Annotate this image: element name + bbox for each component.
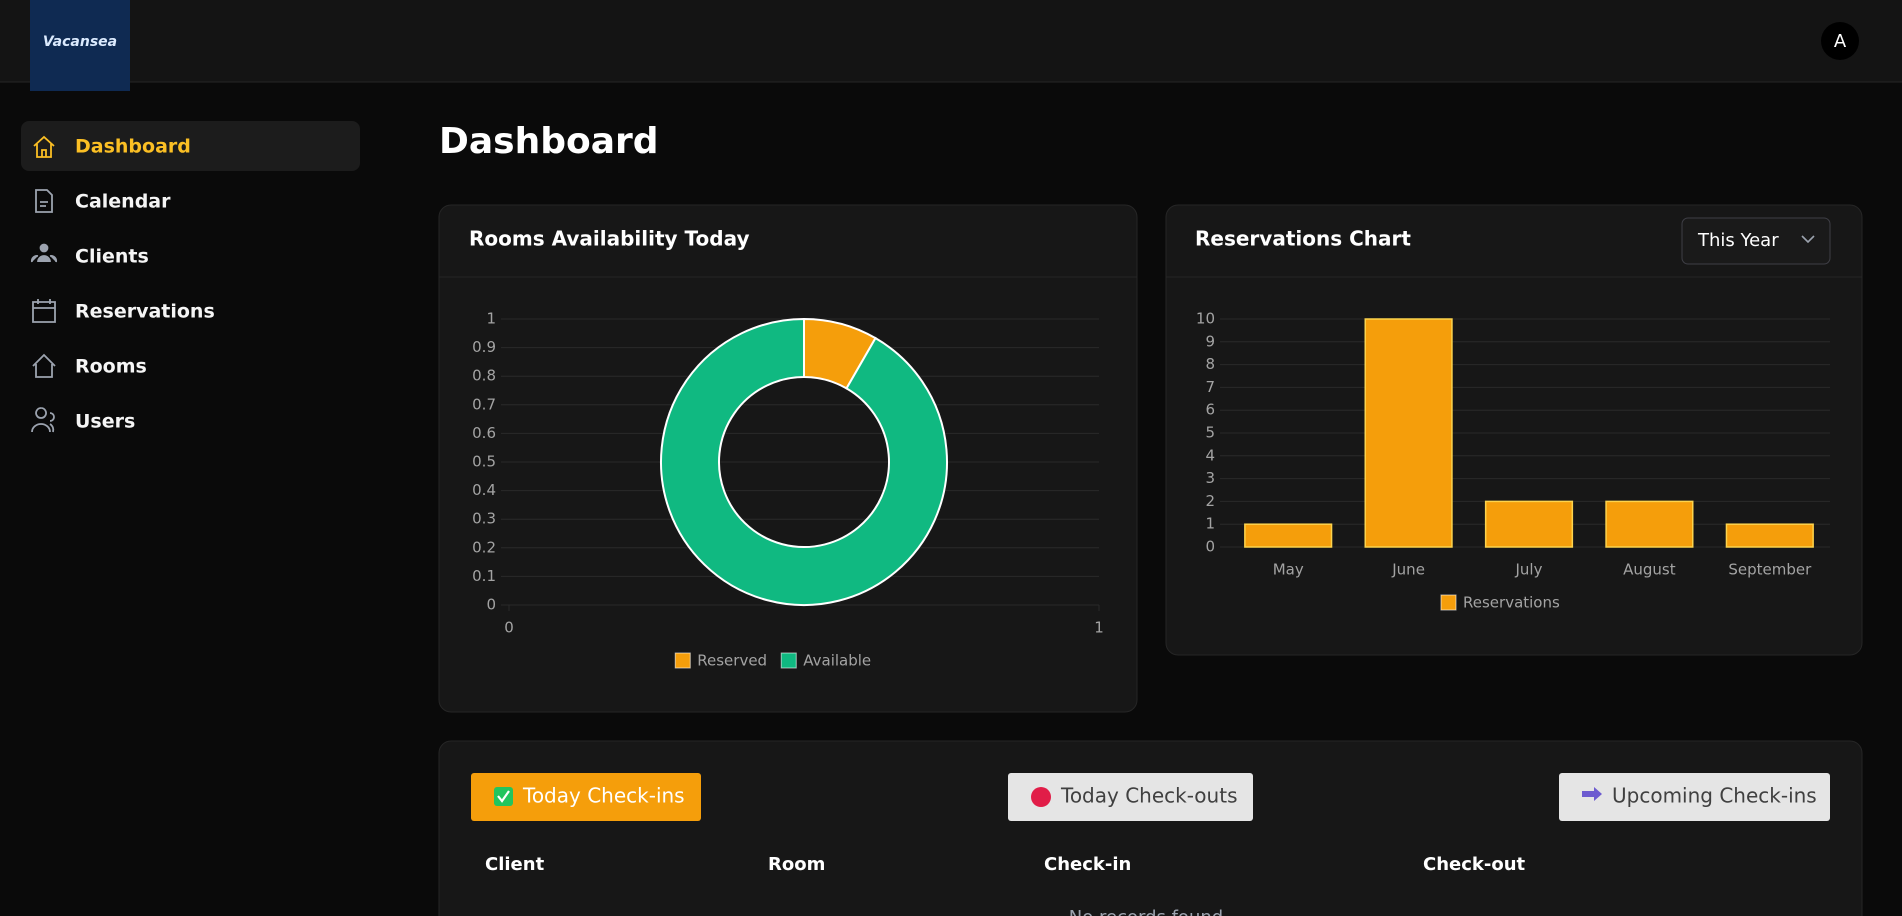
y-tick-label: 0.5: [472, 453, 496, 471]
top-bar: [0, 0, 1902, 82]
y-tick-label: 9: [1205, 332, 1215, 350]
y-tick-label: 0.7: [472, 395, 496, 413]
icon-home: [33, 135, 55, 158]
y-tick-label: 2: [1205, 492, 1215, 510]
icon-calendar: [32, 299, 56, 323]
column-header: Room: [768, 854, 825, 875]
x-tick-label: 1: [1094, 619, 1104, 637]
icon-clients: [31, 243, 57, 263]
y-tick-label: 4: [1205, 446, 1215, 464]
nav-item[interactable]: Reservations: [75, 301, 215, 323]
period-selector-label: This Year: [1697, 230, 1779, 251]
y-tick-label: 0.9: [472, 338, 496, 356]
y-tick-label: 0: [486, 596, 496, 614]
nav-item[interactable]: Users: [75, 411, 135, 433]
y-tick-label: 1: [1205, 515, 1215, 533]
y-tick-label: 0: [1205, 538, 1215, 556]
tab-label: Today Check-outs: [1060, 784, 1237, 808]
bar: [1484, 500, 1574, 548]
x-tick-label: 0: [504, 619, 514, 637]
legend-swatch: [1440, 594, 1457, 611]
nav-icons: [31, 135, 57, 433]
column-header: Check-in: [1044, 854, 1131, 875]
y-tick-label: 0.3: [472, 510, 496, 528]
y-tick-label: 7: [1205, 378, 1215, 396]
tab-checkins[interactable]: [471, 773, 701, 821]
chart-title: Reservations Chart: [1195, 227, 1411, 251]
bar: [1605, 500, 1694, 548]
x-tick-label: September: [1728, 561, 1812, 579]
y-tick-label: 0.8: [472, 367, 496, 385]
y-tick-label: 1: [486, 310, 496, 328]
y-tick-label: 3: [1205, 469, 1215, 487]
y-tick-label: 0.2: [472, 538, 496, 556]
column-header: Client: [485, 854, 545, 875]
nav-active-bg: [21, 121, 360, 171]
x-tick-label: July: [1515, 561, 1543, 579]
donut-slice: [660, 317, 948, 606]
y-tick-label: 0.6: [472, 424, 496, 442]
avatar[interactable]: [1821, 22, 1859, 60]
logo-box[interactable]: [30, 0, 130, 91]
icon-rooms: [32, 353, 56, 378]
icon-users: [31, 407, 55, 433]
nav-item[interactable]: Calendar: [75, 191, 171, 213]
dot-icon: [1031, 787, 1051, 807]
check-icon: [494, 787, 513, 806]
period-selector[interactable]: [1681, 217, 1831, 265]
legend-label: Reserved: [697, 652, 767, 670]
x-tick-label: May: [1273, 561, 1304, 579]
table-card: [438, 740, 1863, 916]
card: [1165, 204, 1863, 656]
y-tick-label: 0.4: [472, 481, 496, 499]
chart-title: Rooms Availability Today: [469, 227, 750, 251]
legend-label: Available: [803, 652, 871, 670]
nav-item[interactable]: Rooms: [75, 356, 147, 378]
y-tick-label: 6: [1205, 401, 1215, 419]
bar: [1364, 318, 1453, 548]
y-tick-label: 0.1: [472, 567, 496, 585]
bar: [1244, 523, 1333, 548]
x-tick-label: June: [1391, 561, 1425, 579]
tab-upcoming[interactable]: [1559, 773, 1830, 821]
y-tick-label: 8: [1205, 355, 1215, 373]
bar: [1725, 523, 1814, 548]
nav-item[interactable]: Clients: [75, 246, 149, 268]
soon-icon: [1582, 787, 1602, 801]
legend-label: Reservations: [1463, 594, 1560, 612]
icon-file: [35, 189, 53, 213]
logo: Vacansea: [43, 34, 117, 50]
empty-message: No records found: [1069, 907, 1223, 916]
tab-label: Today Check-ins: [522, 784, 685, 808]
nav-item[interactable]: Dashboard: [75, 136, 191, 158]
check-mark: [497, 790, 510, 803]
tab-checkouts[interactable]: [1008, 773, 1253, 821]
avatar-letter: A: [1834, 31, 1847, 52]
y-tick-label: 5: [1205, 424, 1215, 442]
card: [438, 204, 1138, 713]
tab-label: Upcoming Check-ins: [1612, 784, 1817, 808]
legend-swatch: [780, 652, 797, 669]
page-title: Dashboard: [439, 121, 659, 162]
y-tick-label: 10: [1196, 310, 1215, 328]
x-tick-label: August: [1623, 561, 1676, 579]
chevron: [1801, 235, 1815, 244]
column-header: Check-out: [1423, 854, 1526, 875]
legend-swatch: [674, 652, 691, 669]
